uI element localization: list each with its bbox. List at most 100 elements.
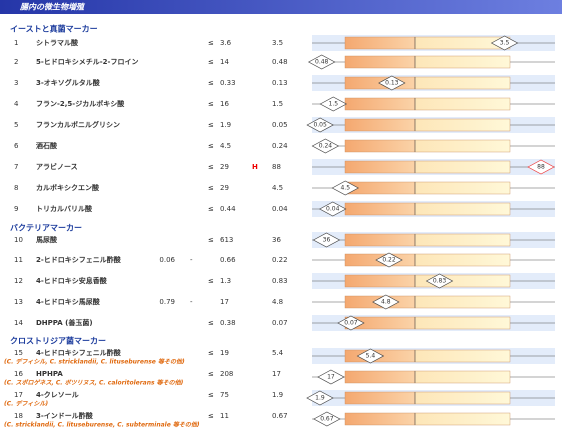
box-high [414, 55, 511, 69]
box-high [414, 202, 511, 216]
result-value: 5.4 [272, 349, 284, 357]
range-high: 0.66 [220, 256, 236, 264]
box-high [414, 139, 511, 153]
result-value: 4.8 [272, 298, 283, 306]
marker-label: 4.5 [340, 185, 350, 192]
result-value: 0.04 [272, 205, 288, 213]
range-op: ≤ [208, 163, 214, 171]
diamond [319, 96, 348, 112]
range-op: ≤ [208, 277, 214, 285]
row-name: DHPPA (善玉菌) [36, 318, 93, 327]
diamond [318, 201, 347, 217]
flag: H [252, 163, 258, 171]
range-op: ≤ [208, 142, 214, 150]
value-marker [527, 159, 555, 175]
marker-label: 0.67 [320, 416, 334, 423]
range-op: ≤ [208, 349, 214, 357]
range-op: ≤ [208, 370, 214, 378]
diamond [337, 315, 365, 331]
row-name: トリカルバリル酸 [36, 204, 93, 213]
box-high [414, 295, 511, 309]
box-low [344, 118, 416, 132]
range-op: ≤ [208, 236, 214, 244]
value-marker [490, 35, 519, 51]
marker-label: 88 [537, 164, 545, 171]
row-number: 5 [14, 121, 18, 129]
row-note: (C. デフィシル, C. stricklandii, C. litusebur… [4, 358, 185, 366]
value-marker [306, 117, 334, 133]
row-number: 14 [14, 319, 23, 327]
value-marker [331, 180, 359, 196]
value-marker [318, 201, 347, 217]
range-high: 17 [220, 298, 229, 306]
diamond [356, 348, 385, 364]
range-high: 3.6 [220, 39, 232, 47]
marker-label: 4.8 [381, 299, 391, 306]
result-value: 0.05 [272, 121, 288, 129]
row-number: 11 [14, 256, 23, 264]
row-number: 10 [14, 236, 23, 244]
diamond [306, 117, 334, 133]
range-op: ≤ [208, 184, 214, 192]
box-low [344, 391, 416, 405]
row-name: アラビノース [36, 162, 78, 171]
range-high: 29 [220, 184, 229, 192]
marker-label: 1.9 [315, 395, 325, 402]
box-high [414, 160, 511, 174]
row-name: 4-ヒドロキシフェニル酢酸 [36, 348, 122, 357]
box-low [344, 160, 416, 174]
diamond [306, 390, 334, 406]
row-number: 13 [14, 298, 23, 306]
range-high: 208 [220, 370, 233, 378]
row-name: フランカルボニルグリシン [36, 120, 120, 129]
box-high [414, 349, 511, 363]
marker-label: 0.13 [385, 80, 399, 87]
range-high: 19 [220, 349, 229, 357]
diamond [331, 180, 359, 196]
row-name: 2-ヒドロキシフェニル酢酸 [36, 255, 122, 264]
range-op: ≤ [208, 100, 214, 108]
value-marker [317, 369, 345, 385]
range-high: 613 [220, 236, 233, 244]
row-name: 5-ヒドロキシメチル-2-フロイン [36, 58, 138, 66]
value-marker [319, 96, 348, 112]
result-value: 0.67 [272, 412, 288, 420]
box-high [414, 412, 511, 426]
row-number: 15 [14, 349, 23, 357]
range-high: 0.33 [220, 79, 236, 87]
marker-label: 0.24 [319, 143, 333, 150]
box-high [414, 316, 511, 330]
box-low [344, 233, 416, 247]
box-low [344, 36, 416, 50]
box-high [414, 181, 511, 195]
range-high: 11 [220, 412, 229, 420]
value-marker [312, 232, 341, 248]
box-low [344, 370, 416, 384]
box-high [414, 370, 511, 384]
result-value: 88 [272, 163, 281, 171]
result-value: 0.13 [272, 79, 288, 87]
range-high: 4.5 [220, 142, 231, 150]
range-low: 0.79 [159, 298, 175, 306]
diamond [313, 411, 341, 427]
marker-label: 5.4 [366, 353, 376, 360]
row-name: 3-インドール酢酸 [36, 411, 94, 420]
value-marker [356, 348, 385, 364]
box-high [414, 76, 511, 90]
box-high [414, 391, 511, 405]
diamond [372, 294, 400, 310]
result-value: 0.24 [272, 142, 288, 150]
box-low [344, 274, 416, 288]
result-value: 0.83 [272, 277, 288, 285]
range-op: ≤ [208, 79, 214, 87]
range-op: ≤ [208, 58, 214, 66]
section-title: バクテリアマーカー [10, 223, 82, 233]
range-op: ≤ [208, 391, 214, 399]
row-name: 馬尿酸 [36, 235, 58, 244]
row-name: HPHPA [36, 370, 63, 378]
header-bar [0, 0, 562, 14]
row-note: (C. スポロゲネス, C. ボツリヌス, C. caloritolerans … [4, 379, 184, 387]
value-marker [307, 54, 336, 70]
result-value: 36 [272, 236, 281, 244]
marker-label: 0.04 [326, 206, 340, 213]
